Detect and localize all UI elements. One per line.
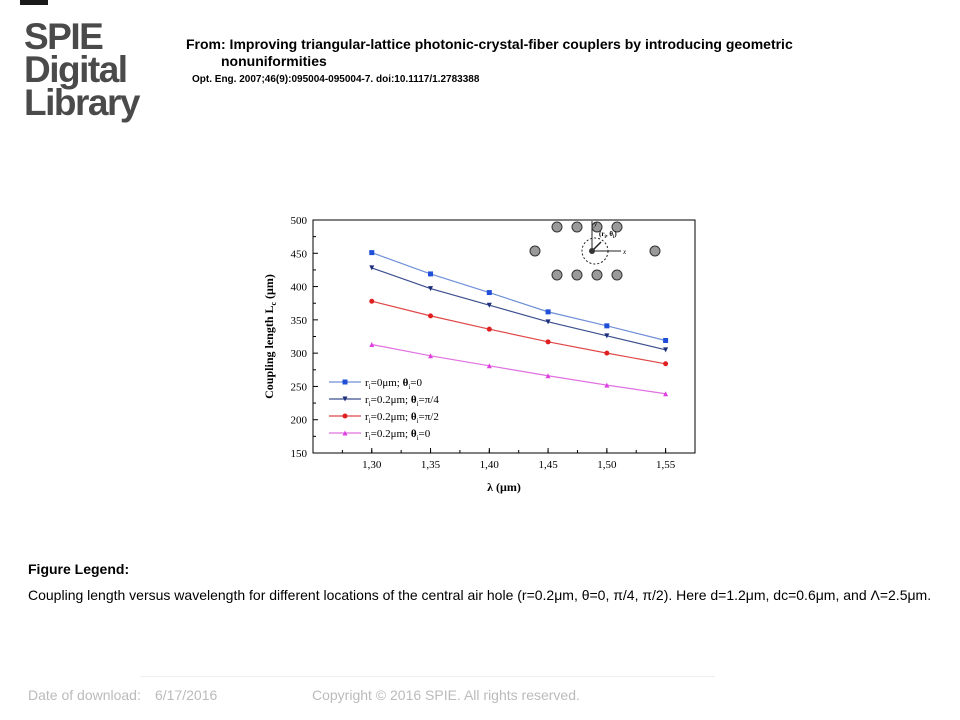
data-point-triangle-up (369, 341, 375, 347)
air-hole (529, 245, 541, 257)
series-3 (369, 298, 669, 367)
data-point-triangle-down (663, 347, 669, 353)
data-point-square (545, 309, 551, 315)
article-title-line-2: nonuniformities (221, 53, 327, 69)
air-hole (551, 221, 563, 233)
data-point-square (604, 323, 610, 329)
air-hole (571, 221, 583, 233)
series-4 (369, 341, 669, 397)
data-point-circle (428, 313, 434, 319)
x-tick-label: 1,30 (362, 459, 382, 471)
copyright-text: Copyright © 2016 SPIE. All rights reserv… (312, 687, 580, 703)
fiber-geometry-inset: y x (ri, θi) (529, 220, 661, 281)
air-hole (551, 269, 563, 281)
air-hole (571, 269, 583, 281)
inset-y-label: y (593, 220, 598, 228)
data-point-square (342, 379, 348, 385)
data-point-triangle-down (486, 302, 492, 308)
chart-axes: 150 200 250 300 350 400 450 500 1,30 1,35 1,40 1,45… (262, 215, 696, 494)
y-tick-label: 250 (291, 381, 308, 393)
data-point-triangle-up (428, 353, 434, 359)
data-point-triangle-up (545, 373, 551, 379)
data-point-triangle-down (428, 286, 434, 292)
data-point-circle (604, 350, 610, 356)
x-tick-label: 1,50 (597, 459, 617, 471)
air-hole (611, 221, 623, 233)
series-line (371, 300, 666, 365)
download-date-value: 6/17/2016 (155, 687, 218, 703)
top-corner-bar (20, 0, 48, 5)
series-line (371, 267, 666, 351)
x-tick-label: 1,40 (480, 459, 500, 471)
figure-legend-title: Figure Legend: (28, 561, 130, 577)
air-hole (649, 245, 661, 257)
coupling-length-chart: 150 200 250 300 350 400 450 500 1,30 1,35 1,40 1,45… (262, 215, 696, 494)
air-hole (611, 269, 623, 281)
article-title-line-1: From: Improving triangular-lattice photo… (186, 36, 793, 52)
y-tick-label: 400 (291, 282, 308, 294)
legend-entry-3: ri=0.2μm; θi=π/2 (365, 411, 439, 425)
legend-entry-4: ri=0.2μm; θi=0 (365, 428, 431, 442)
x-axis-label: λ (μm) (487, 480, 521, 494)
data-point-triangle-down (545, 319, 551, 325)
figure-legend-text: Coupling length versus wavelength for di… (28, 587, 932, 603)
y-tick-label: 450 (291, 248, 308, 260)
logo-line-2: Digital (24, 49, 128, 90)
logo-line-3: Library (24, 82, 140, 123)
legend-entry-2: ri=0.2μm; θi=π/4 (365, 394, 439, 408)
article-citation: Opt. Eng. 2007;46(9):095004-095004-7. do… (192, 74, 480, 85)
article-title: From: Improving triangular-lattice photo… (186, 36, 906, 70)
logo-line-1: SPIE (24, 16, 104, 57)
data-point-triangle-up (486, 363, 492, 369)
data-point-square (486, 290, 492, 296)
legend-entry-1: ri=0μm; θi=0 (365, 377, 423, 391)
data-point-circle (342, 413, 348, 419)
y-tick-label: 500 (291, 215, 308, 227)
y-tick-label: 300 (291, 348, 308, 360)
central-hole (589, 248, 595, 254)
series-1 (369, 250, 669, 343)
data-point-triangle-up (604, 382, 610, 388)
download-date-label: Date of download: (28, 687, 141, 703)
y-axis-label: Coupling length Lc (μm) (262, 274, 278, 399)
data-point-triangle-down (369, 265, 375, 271)
y-tick-label: 350 (291, 315, 308, 327)
series-line (371, 252, 666, 342)
x-tick-label: 1,35 (421, 459, 441, 471)
air-hole (591, 269, 603, 281)
data-point-circle (545, 339, 551, 345)
data-point-square (428, 271, 434, 277)
data-point-circle (369, 298, 375, 304)
footer-divider (140, 676, 715, 677)
series-line (371, 343, 666, 395)
inset-coords-label: (ri, θi) (599, 230, 617, 240)
series-2 (369, 265, 669, 353)
chart-legend: ri=0μm; θi=0 ri=0.2μm; θi=π/4 ri=0.2μm; θi… (329, 377, 439, 442)
data-point-circle (663, 361, 669, 367)
data-point-circle (486, 326, 492, 332)
data-point-triangle-up (663, 391, 669, 397)
data-point-triangle-down (604, 333, 610, 339)
data-point-triangle-up (342, 430, 348, 436)
series-lines (369, 250, 669, 397)
y-tick-label: 200 (291, 415, 308, 427)
spie-digital-library-logo: SPIE Digital Library (24, 16, 154, 123)
inset-x-label: x (622, 248, 627, 256)
x-tick-label: 1,55 (656, 459, 676, 471)
y-tick-label: 150 (291, 448, 308, 460)
data-point-triangle-down (342, 396, 348, 402)
data-point-square (663, 337, 669, 343)
data-point-square (369, 250, 375, 256)
x-tick-label: 1,45 (538, 459, 558, 471)
